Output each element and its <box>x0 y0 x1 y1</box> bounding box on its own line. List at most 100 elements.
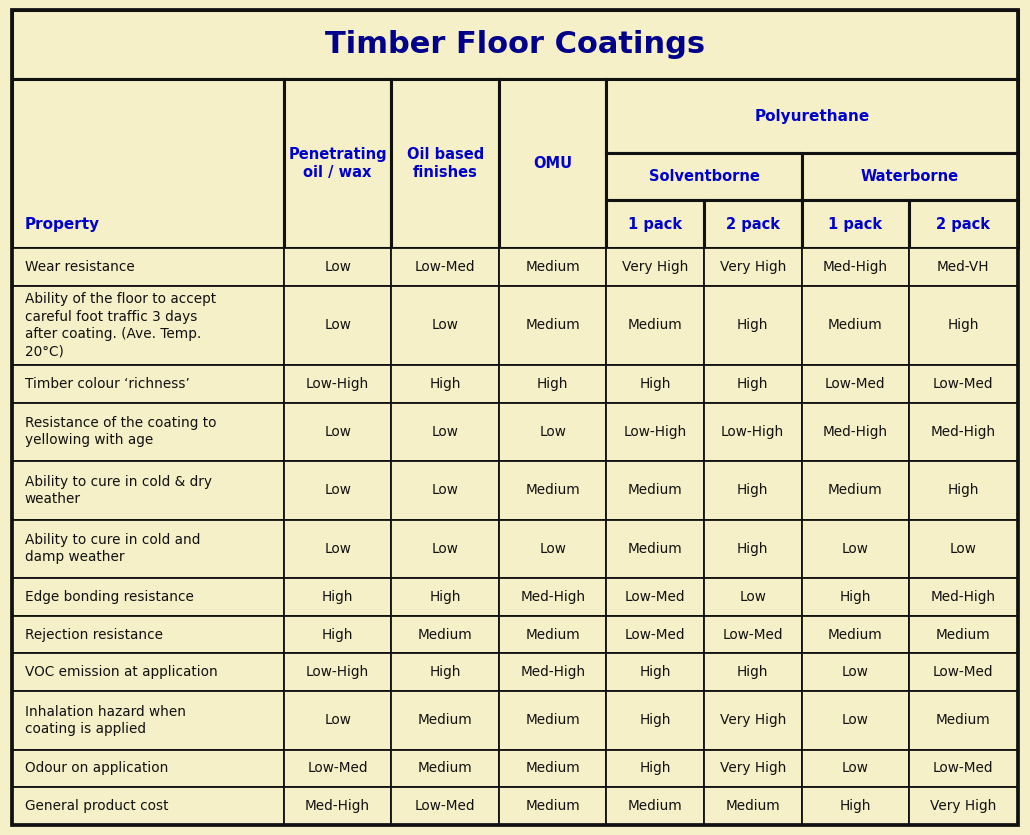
Bar <box>607 365 703 402</box>
Bar <box>909 519 1018 578</box>
Text: Med-High: Med-High <box>520 590 585 604</box>
Bar <box>909 615 1018 654</box>
Text: Low: Low <box>324 483 351 498</box>
Text: Low: Low <box>842 762 868 776</box>
Bar <box>801 365 909 402</box>
Text: High: High <box>737 542 768 556</box>
Bar <box>801 402 909 461</box>
Text: Low: Low <box>540 425 566 439</box>
Bar <box>801 750 909 787</box>
Bar <box>703 461 801 519</box>
Bar <box>391 461 499 519</box>
Bar <box>607 286 703 365</box>
Bar <box>391 365 499 402</box>
Text: Wear resistance: Wear resistance <box>25 260 135 274</box>
Text: Medium: Medium <box>525 762 580 776</box>
Text: Low: Low <box>432 483 458 498</box>
Text: Low-Med: Low-Med <box>722 628 783 641</box>
Text: High: High <box>737 318 768 332</box>
Bar <box>703 654 801 691</box>
Bar <box>12 519 284 578</box>
Text: High: High <box>737 483 768 498</box>
Bar <box>391 519 499 578</box>
Bar <box>12 461 284 519</box>
Text: Med-High: Med-High <box>520 665 585 679</box>
Bar <box>499 461 607 519</box>
Text: 1 pack: 1 pack <box>828 217 883 231</box>
Bar <box>607 654 703 691</box>
Bar <box>12 750 284 787</box>
Bar <box>284 286 391 365</box>
Bar <box>801 153 1018 200</box>
Bar <box>284 691 391 750</box>
Text: Timber colour ‘richness’: Timber colour ‘richness’ <box>25 377 190 391</box>
Bar <box>909 750 1018 787</box>
Bar <box>703 787 801 825</box>
Text: General product cost: General product cost <box>25 799 168 813</box>
Bar <box>607 402 703 461</box>
Bar <box>703 578 801 615</box>
Bar <box>607 615 703 654</box>
Bar <box>801 654 909 691</box>
Bar <box>909 654 1018 691</box>
Bar <box>909 461 1018 519</box>
Text: Med-High: Med-High <box>823 260 888 274</box>
Bar <box>909 200 1018 248</box>
Bar <box>703 615 801 654</box>
Bar <box>499 787 607 825</box>
Text: Timber Floor Coatings: Timber Floor Coatings <box>324 30 706 59</box>
Text: Medium: Medium <box>628 318 683 332</box>
Text: Med-High: Med-High <box>823 425 888 439</box>
Text: Low: Low <box>540 542 566 556</box>
Text: Medium: Medium <box>828 483 883 498</box>
Bar <box>499 615 607 654</box>
Text: Medium: Medium <box>525 799 580 813</box>
Text: Odour on application: Odour on application <box>25 762 168 776</box>
Text: Ability to cure in cold & dry
weather: Ability to cure in cold & dry weather <box>25 474 212 506</box>
Text: Medium: Medium <box>628 799 683 813</box>
Text: High: High <box>948 483 980 498</box>
Text: Low: Low <box>432 318 458 332</box>
Bar <box>284 365 391 402</box>
Text: Low-Med: Low-Med <box>933 665 994 679</box>
Text: Medium: Medium <box>628 542 683 556</box>
Text: Med-High: Med-High <box>931 425 996 439</box>
Bar <box>801 578 909 615</box>
Text: Low-Med: Low-Med <box>825 377 886 391</box>
Text: High: High <box>640 713 671 727</box>
Text: Medium: Medium <box>418 713 473 727</box>
Bar <box>703 750 801 787</box>
Bar <box>499 578 607 615</box>
Text: Low-Med: Low-Med <box>307 762 368 776</box>
Text: High: High <box>430 665 460 679</box>
Text: Inhalation hazard when
coating is applied: Inhalation hazard when coating is applie… <box>25 705 185 736</box>
Bar <box>391 286 499 365</box>
Bar <box>499 365 607 402</box>
Text: Medium: Medium <box>418 628 473 641</box>
Text: Very High: Very High <box>720 713 786 727</box>
Bar <box>909 286 1018 365</box>
Bar <box>499 402 607 461</box>
Text: Med-High: Med-High <box>931 590 996 604</box>
Bar <box>12 79 284 248</box>
Text: High: High <box>737 377 768 391</box>
Bar <box>12 691 284 750</box>
Text: Low-Med: Low-Med <box>933 377 994 391</box>
Bar <box>499 691 607 750</box>
Bar <box>391 402 499 461</box>
Bar <box>391 691 499 750</box>
Text: High: High <box>321 628 353 641</box>
Text: Polyurethane: Polyurethane <box>754 109 869 124</box>
Text: Low-High: Low-High <box>721 425 785 439</box>
Bar <box>284 750 391 787</box>
Bar <box>909 248 1018 286</box>
Bar <box>801 787 909 825</box>
Text: 1 pack: 1 pack <box>628 217 682 231</box>
Bar <box>909 578 1018 615</box>
Bar <box>499 519 607 578</box>
Text: Low: Low <box>324 713 351 727</box>
Text: Waterborne: Waterborne <box>860 170 959 184</box>
Text: Low-Med: Low-Med <box>933 762 994 776</box>
Text: High: High <box>321 590 353 604</box>
Bar <box>801 691 909 750</box>
